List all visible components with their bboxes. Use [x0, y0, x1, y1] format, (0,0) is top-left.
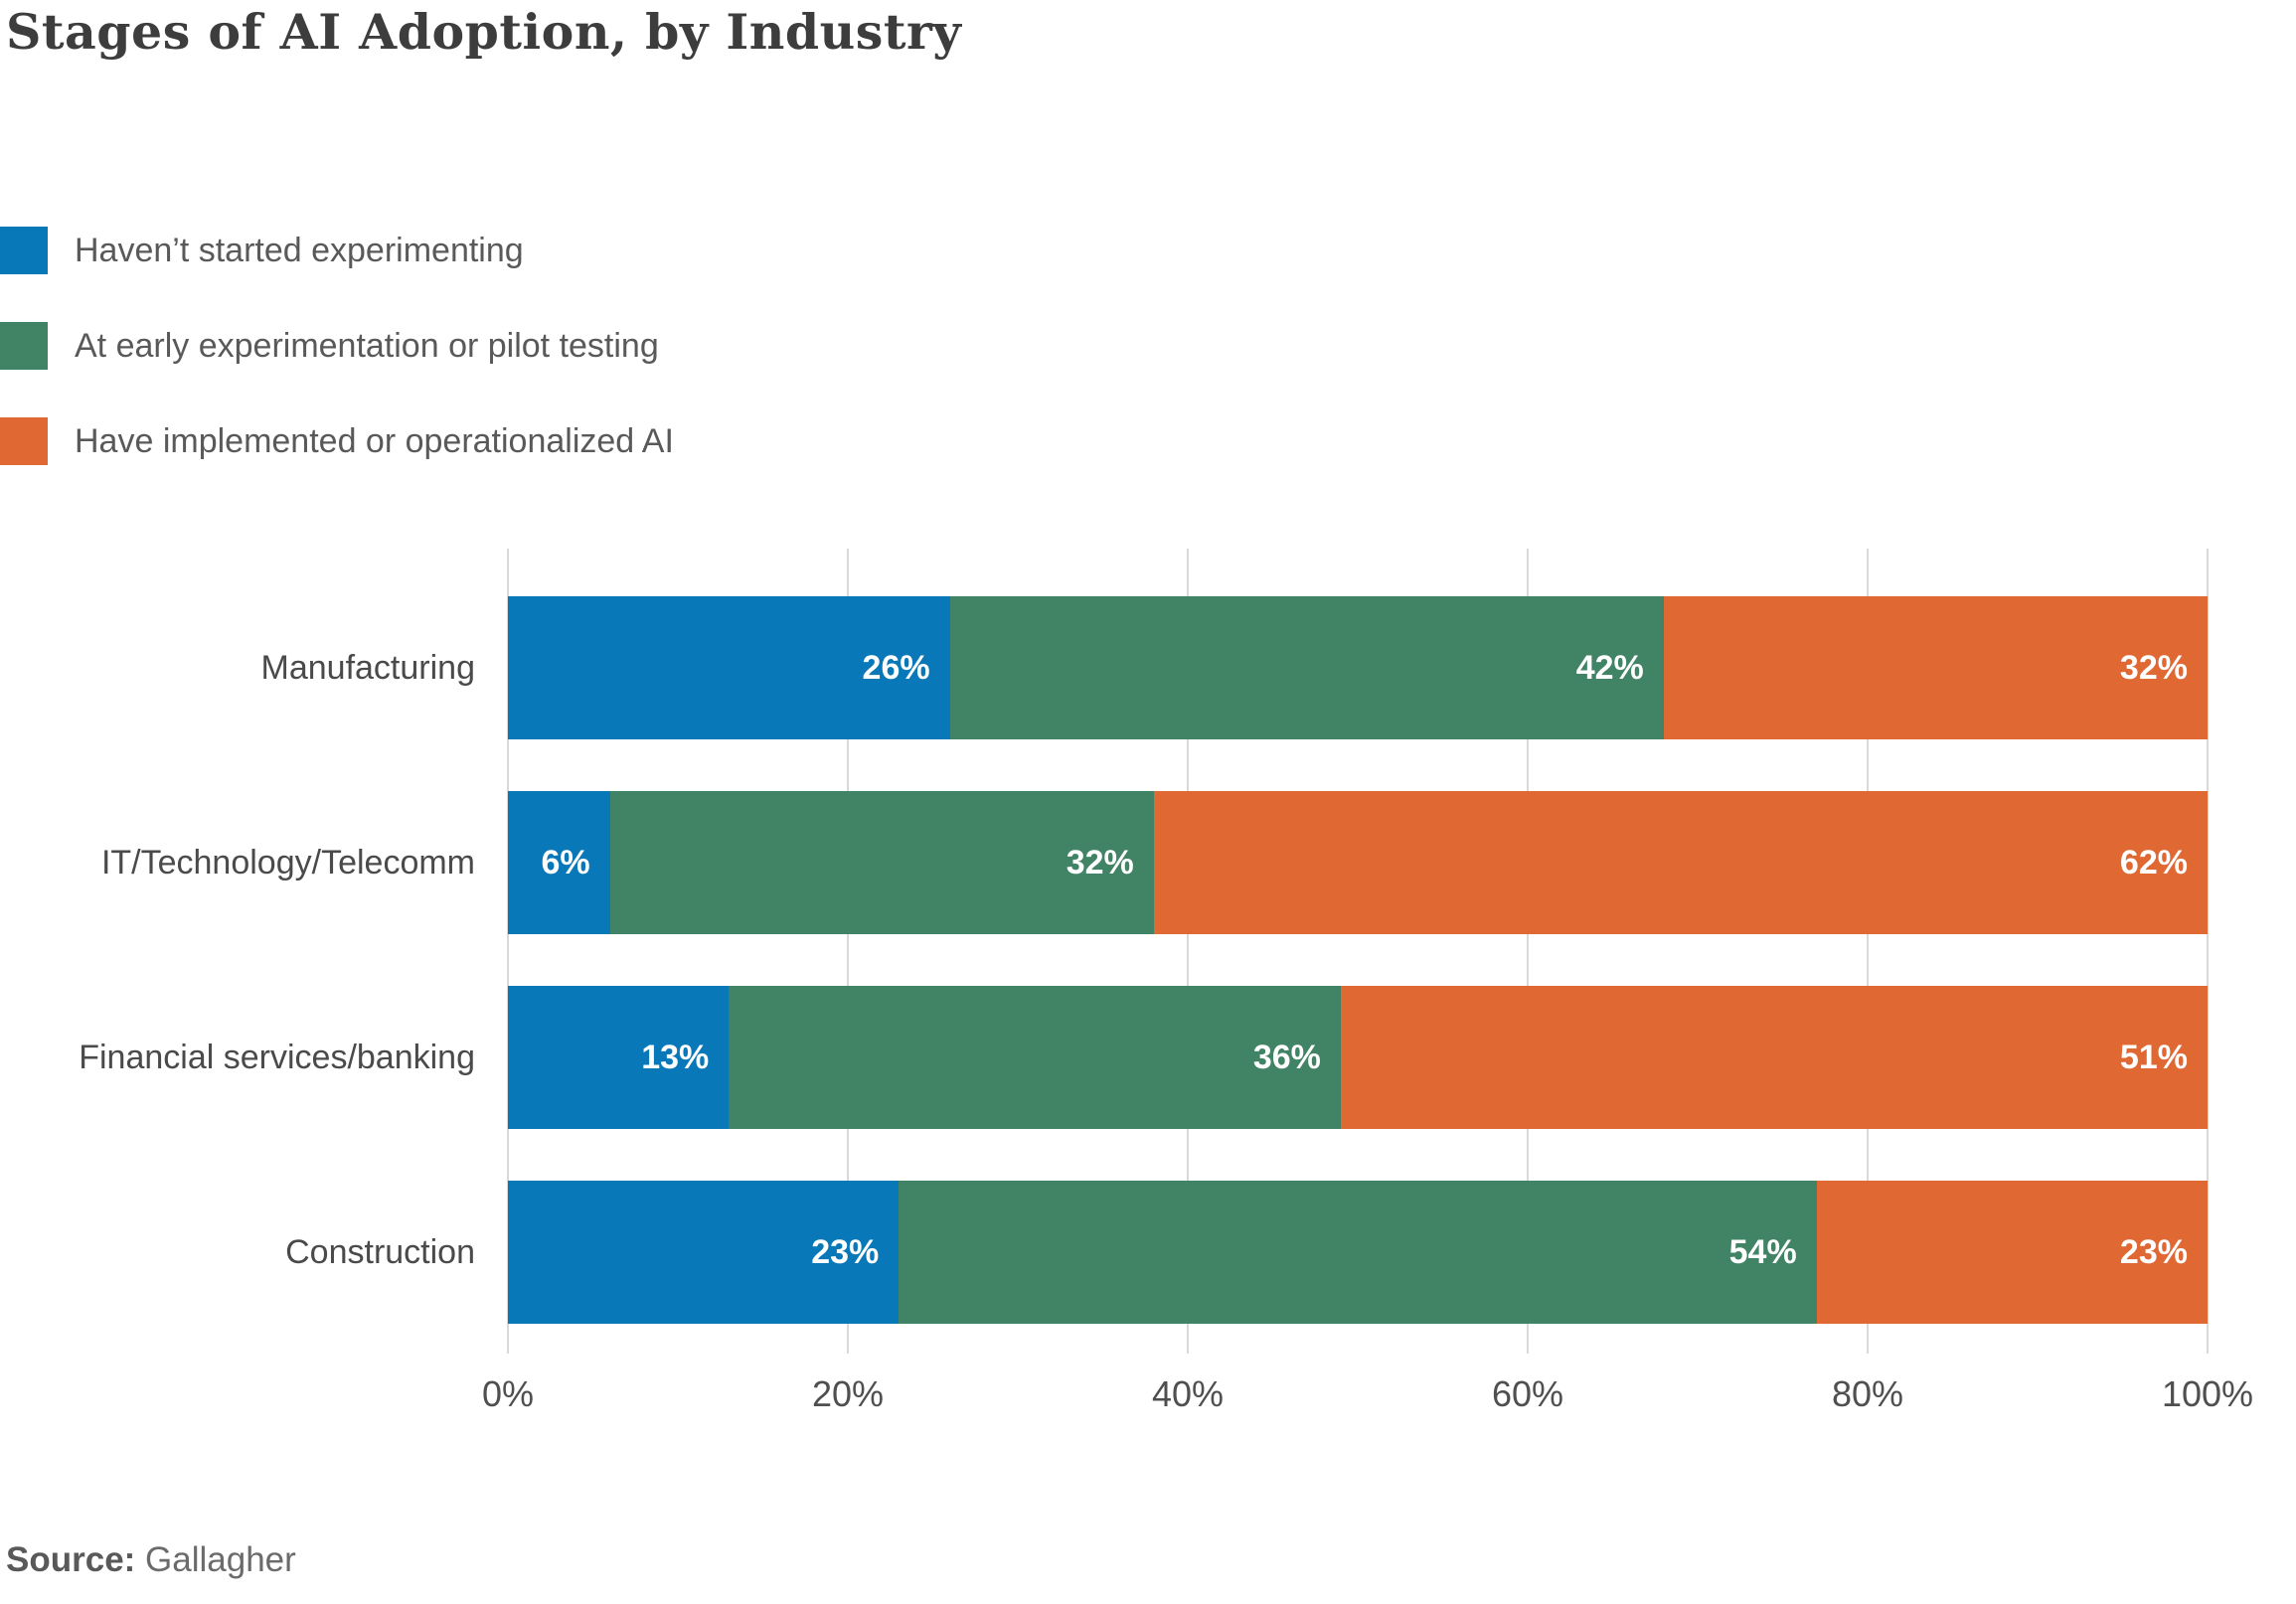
gridline	[1187, 549, 1189, 1354]
bar-value-label: 23%	[811, 1232, 880, 1271]
stacked-bar-chart: Manufacturing 26% 42% 32% IT/Technology/Tele…	[0, 549, 2296, 1354]
source-label: Source:	[6, 1540, 136, 1579]
legend-item: Haven’t started experimenting	[0, 227, 674, 274]
bar-segment: 54%	[899, 1181, 1817, 1324]
bar-value-label: 13%	[641, 1038, 710, 1076]
legend-swatch	[0, 227, 48, 274]
legend: Haven’t started experimenting At early ex…	[0, 227, 674, 513]
bar-row: Construction 23% 54% 23%	[0, 1181, 2296, 1324]
legend-label: Haven’t started experimenting	[75, 231, 524, 269]
x-tick-label: 0%	[481, 1373, 535, 1414]
bar-segment: 36%	[729, 986, 1341, 1129]
bar: 13% 36% 51%	[508, 986, 2208, 1129]
bar: 6% 32% 62%	[508, 791, 2208, 934]
x-tick-label: 60%	[1491, 1373, 1564, 1414]
bar-value-label: 62%	[2119, 843, 2188, 882]
bar-row: Manufacturing 26% 42% 32%	[0, 596, 2296, 739]
bar-row: IT/Technology/Telecomm 6% 32% 62%	[0, 791, 2296, 934]
bar-value-label: 32%	[2119, 648, 2188, 687]
bar: 23% 54% 23%	[508, 1181, 2208, 1324]
bar-value-label: 36%	[1252, 1038, 1321, 1076]
page-title: Stages of AI Adoption, by Industry	[6, 3, 962, 61]
legend-swatch	[0, 322, 48, 370]
category-label: Construction	[285, 1232, 475, 1271]
legend-label: Have implemented or operationalized AI	[75, 421, 674, 460]
gridline	[1867, 549, 1869, 1354]
x-tick-label: 100%	[2161, 1373, 2254, 1414]
bar-segment: 23%	[508, 1181, 900, 1324]
x-tick-label: 40%	[1151, 1373, 1225, 1414]
gridline	[847, 549, 849, 1354]
bar-segment: 51%	[1340, 986, 2208, 1129]
bar-segment: 62%	[1153, 791, 2208, 934]
bar-value-label: 23%	[2119, 1232, 2188, 1271]
bar-row: Financial services/banking 13% 36% 51%	[0, 986, 2296, 1129]
bar-value-label: 26%	[862, 648, 930, 687]
legend-swatch	[0, 417, 48, 465]
bar-segment: 32%	[1663, 596, 2208, 739]
bar-segment: 26%	[508, 596, 950, 739]
bar-value-label: 54%	[1728, 1232, 1797, 1271]
bar-segment: 23%	[1816, 1181, 2208, 1324]
legend-item: Have implemented or operationalized AI	[0, 417, 674, 465]
gridline	[2207, 549, 2209, 1354]
category-label: Manufacturing	[260, 648, 475, 687]
legend-label: At early experimentation or pilot testin…	[75, 326, 659, 365]
bar-value-label: 42%	[1575, 648, 1644, 687]
bar: 26% 42% 32%	[508, 596, 2208, 739]
category-label: Financial services/banking	[79, 1038, 475, 1076]
bar-value-label: 32%	[1066, 843, 1134, 882]
bar-segment: 6%	[508, 791, 610, 934]
gridline	[1527, 549, 1529, 1354]
bar-segment: 13%	[508, 986, 730, 1129]
bar-value-label: 6%	[541, 843, 590, 882]
x-tick-label: 80%	[1831, 1373, 1904, 1414]
category-label: IT/Technology/Telecomm	[100, 843, 475, 882]
legend-item: At early experimentation or pilot testin…	[0, 322, 674, 370]
bar-segment: 32%	[609, 791, 1154, 934]
source-value: Gallagher	[145, 1540, 296, 1579]
x-axis: 0% 20% 40% 60% 80% 100%	[0, 1373, 2296, 1423]
bar-value-label: 51%	[2119, 1038, 2188, 1076]
x-tick-label: 20%	[811, 1373, 885, 1414]
source-line: Source: Gallagher	[6, 1540, 296, 1580]
bar-segment: 42%	[949, 596, 1664, 739]
gridline	[507, 549, 509, 1354]
